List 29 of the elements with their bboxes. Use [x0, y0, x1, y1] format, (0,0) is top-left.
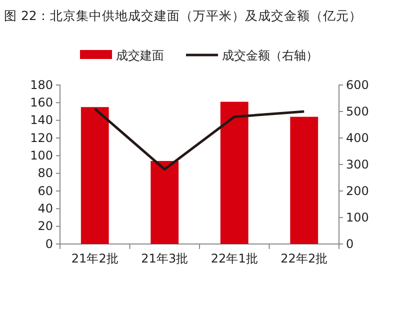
x-tick-label: 21年3批	[141, 252, 188, 266]
bar	[290, 116, 318, 244]
y-tick-label: 80	[38, 166, 53, 180]
y-tick-label: 0	[45, 236, 53, 251]
y-tick-label: 140	[30, 113, 53, 128]
y2-tick-label: 200	[346, 184, 369, 198]
y-tick-label: 160	[30, 96, 53, 110]
y-tick-label: 180	[30, 78, 53, 92]
y2-tick-label: 300	[346, 157, 369, 172]
x-tick-label: 21年2批	[71, 252, 118, 266]
y-tick-label: 60	[38, 184, 53, 198]
legend-label: 成交金额（右轴）	[222, 48, 318, 62]
y2-tick-label: 0	[346, 236, 354, 251]
y-tick-label: 40	[38, 202, 53, 216]
y2-tick-label: 500	[346, 104, 369, 118]
x-tick-label: 22年2批	[280, 252, 328, 266]
y2-tick-label: 400	[346, 130, 369, 145]
legend-label: 成交建面	[116, 48, 164, 62]
y-tick-label: 120	[30, 130, 53, 145]
y2-tick-label: 600	[346, 78, 369, 92]
bar	[220, 102, 248, 244]
bar	[150, 160, 179, 244]
chart-title: 图 22：北京集中供地成交建面（万平米）及成交金额（亿元）	[4, 8, 362, 23]
bar	[80, 107, 109, 244]
y-tick-label: 20	[38, 219, 53, 234]
x-tick-label: 22年1批	[210, 252, 258, 266]
y2-tick-label: 100	[346, 210, 369, 224]
y-tick-label: 100	[30, 148, 53, 163]
line-series	[94, 108, 306, 171]
